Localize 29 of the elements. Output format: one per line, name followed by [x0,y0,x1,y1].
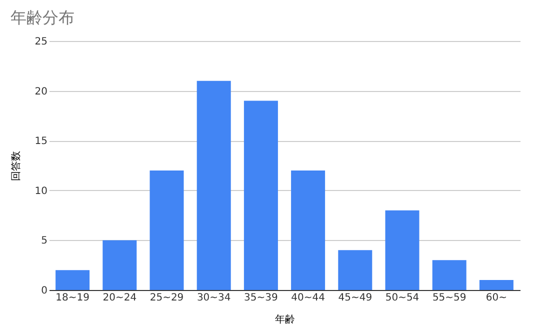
bar [56,270,90,290]
bar [291,170,326,290]
x-tick-label: 40~44 [291,292,325,304]
bar [150,170,184,290]
y-tick-label: 5 [41,236,48,247]
x-tick-label: 18~19 [56,292,90,304]
x-tick-label: 45~49 [338,292,372,304]
x-tick-label: 60~ [486,292,508,304]
x-tick-label: 50~54 [385,292,420,304]
bar [102,240,137,290]
chart-title: 年齢分布 [10,8,74,27]
bar [244,100,278,290]
bar [479,280,514,290]
y-tick-label: 25 [34,36,48,48]
y-tick-label: 0 [41,286,48,296]
bar [385,210,420,290]
bar [196,80,231,290]
bar [432,260,466,290]
y-tick-label: 20 [34,86,48,98]
y-tick-label: 10 [34,186,48,197]
x-tick-label: 30~34 [196,292,231,304]
y-axis-title: 回答数 [10,151,22,181]
x-tick-label: 25~29 [150,292,184,304]
x-tick-label: 55~59 [432,292,466,304]
x-tick-label: 20~24 [102,292,137,304]
x-axis-title: 年齢 [275,314,295,326]
bar [338,250,372,290]
y-tick-label: 15 [34,136,48,148]
x-tick-label: 35~39 [244,292,278,304]
